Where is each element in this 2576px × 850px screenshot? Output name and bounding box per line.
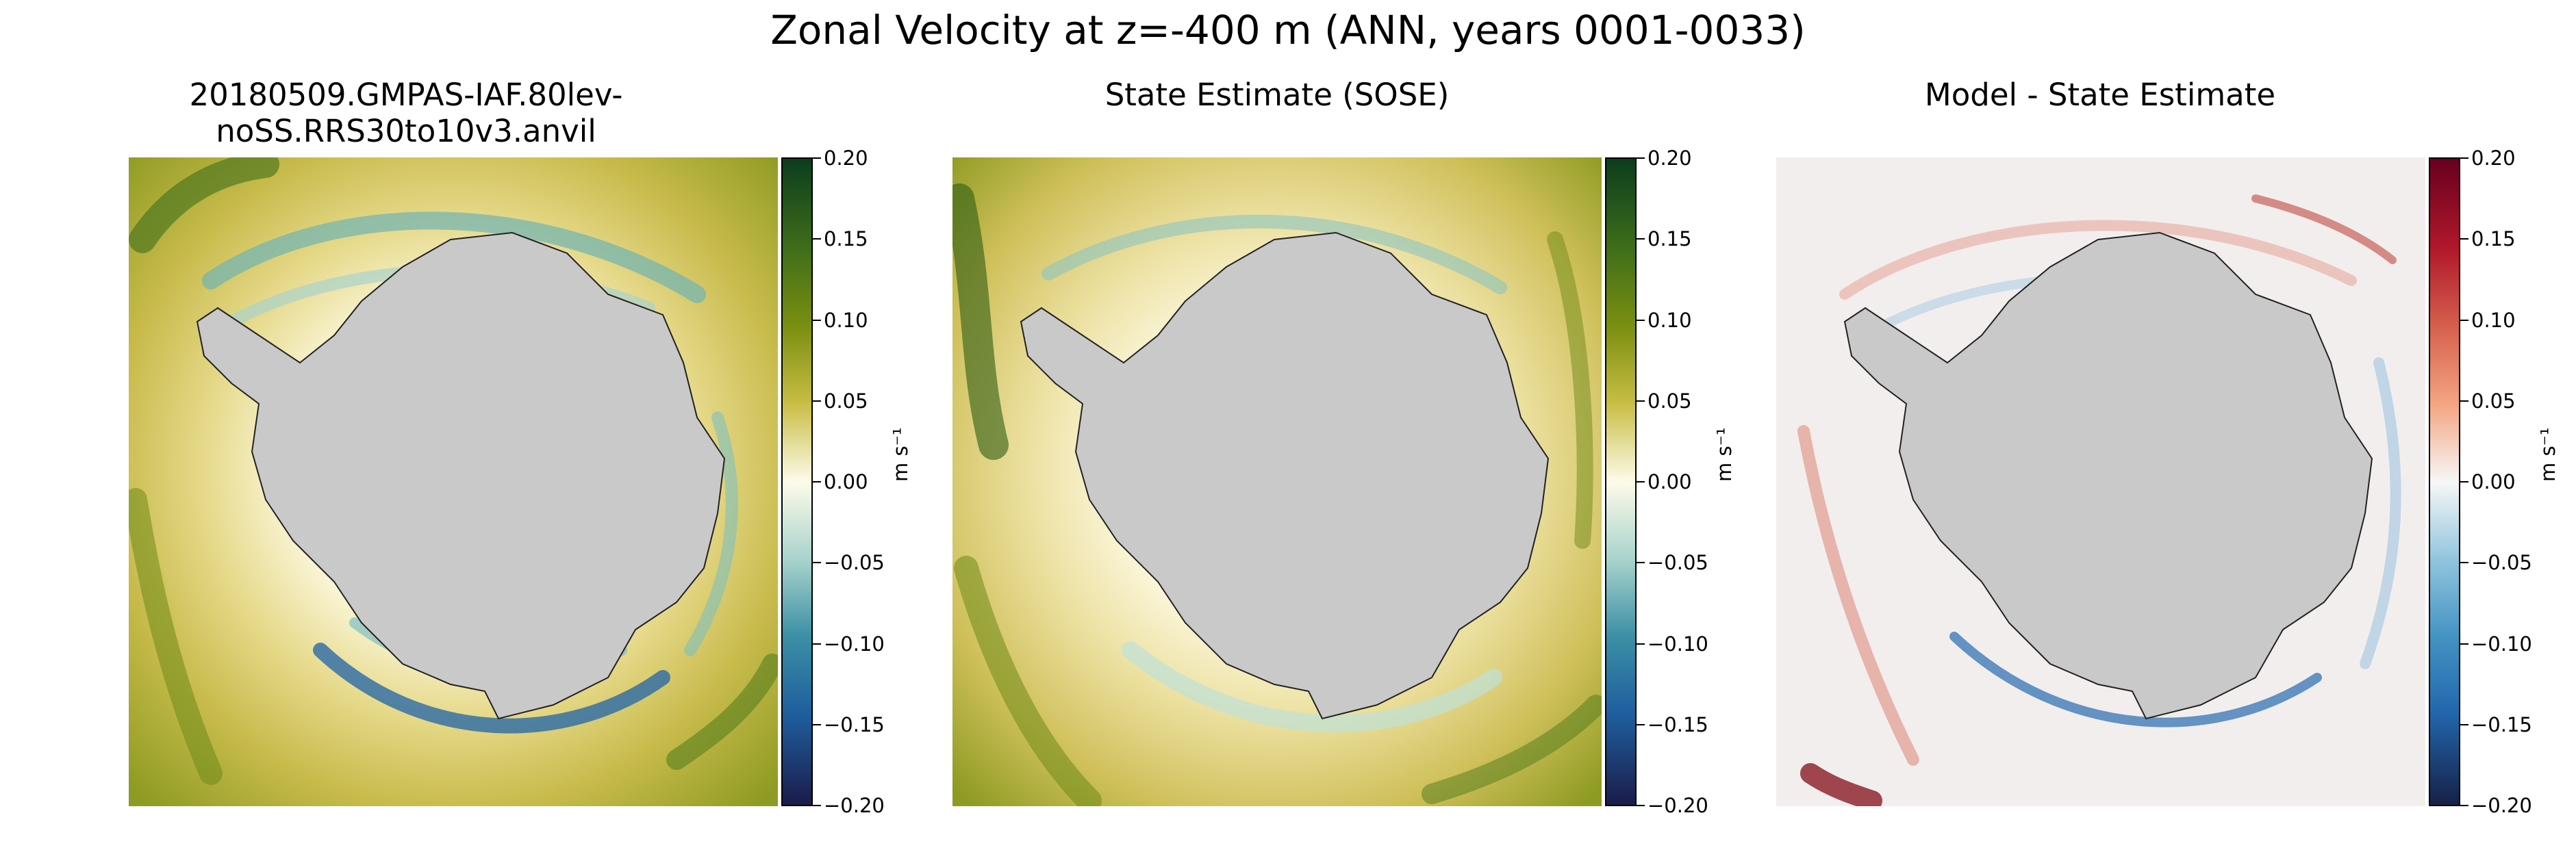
antarctica-land xyxy=(196,231,726,720)
colorbar-tick-label: −0.05 xyxy=(824,551,885,575)
colorbar-model xyxy=(781,157,813,806)
colorbar-tick xyxy=(813,723,821,725)
colorbar-tick xyxy=(2460,562,2468,564)
colorbar-tick-label: −0.20 xyxy=(1647,794,1708,817)
colorbar-tick-label: −0.10 xyxy=(1647,632,1708,656)
colorbar-tick-label: 0.15 xyxy=(2471,227,2516,251)
colorbar-tick xyxy=(813,562,821,564)
colorbar-tick-label: −0.10 xyxy=(2471,632,2532,656)
colorbar-tick-label: −0.20 xyxy=(2471,794,2532,817)
panel-title-diff: Model - State Estimate xyxy=(1924,77,2276,113)
colorbar-tick-label: 0.00 xyxy=(2471,470,2516,493)
map-diff-svg xyxy=(1776,157,2425,806)
colorbar-diff xyxy=(2429,157,2460,806)
colorbar-sose xyxy=(1605,157,1637,806)
colorbar-tick-label: 0.10 xyxy=(824,308,868,332)
colorbar-tick xyxy=(1637,319,1645,321)
map-sose-svg xyxy=(952,157,1602,806)
colorbar-tick-label: −0.05 xyxy=(1647,551,1708,575)
colorbar-tick xyxy=(813,238,821,240)
colorbar-tick-label: 0.20 xyxy=(824,146,868,170)
antarctica-land xyxy=(1843,231,2373,720)
colorbar-tick-label: 0.00 xyxy=(1647,470,1692,493)
colorbar-tick-label: 0.00 xyxy=(824,470,868,493)
colorbar-tick xyxy=(2460,238,2468,240)
colorbar-tick-label: 0.10 xyxy=(2471,308,2516,332)
colorbar-sose-unit: m s⁻¹ xyxy=(1713,427,1736,482)
colorbar-tick xyxy=(1637,400,1645,402)
colorbar-tick xyxy=(2460,643,2468,645)
colorbar-tick-label: 0.20 xyxy=(2471,146,2516,170)
colorbar-tick-label: −0.10 xyxy=(824,632,885,656)
colorbar-tick-label: −0.05 xyxy=(2471,551,2532,575)
colorbar-tick-label: 0.05 xyxy=(1647,389,1692,413)
colorbar-tick xyxy=(1637,643,1645,645)
velocity-streaks xyxy=(952,183,1602,806)
colorbar-diff-unit: m s⁻¹ xyxy=(2536,427,2560,482)
colorbar-tick xyxy=(1637,805,1645,806)
colorbar-tick xyxy=(813,400,821,402)
colorbar-tick-label: −0.20 xyxy=(824,794,885,817)
map-model xyxy=(129,157,778,806)
colorbar-tick xyxy=(1637,562,1645,564)
colorbar-tick-label: −0.15 xyxy=(1647,712,1708,736)
colorbar-tick-label: 0.15 xyxy=(824,227,868,251)
map-model-svg xyxy=(129,157,778,806)
colorbar-tick xyxy=(1637,157,1645,159)
colorbar-tick-label: 0.15 xyxy=(1647,227,1692,251)
colorbar-tick-label: 0.05 xyxy=(2471,389,2516,413)
colorbar-tick xyxy=(2460,723,2468,725)
colorbar-tick xyxy=(1637,481,1645,482)
colorbar-tick-label: 0.20 xyxy=(1647,146,1692,170)
colorbar-tick-label: −0.15 xyxy=(824,712,885,736)
antarctica-land xyxy=(1020,231,1550,720)
colorbar-tick xyxy=(813,157,821,159)
panel-title-sose: State Estimate (SOSE) xyxy=(1104,77,1450,113)
colorbar-tick xyxy=(1637,238,1645,240)
colorbar-tick xyxy=(2460,319,2468,321)
colorbar-tick xyxy=(2460,157,2468,159)
colorbar-tick-label: 0.05 xyxy=(824,389,868,413)
colorbar-tick xyxy=(1637,723,1645,725)
map-diff xyxy=(1776,157,2425,806)
colorbar-tick xyxy=(2460,805,2468,806)
colorbar-tick xyxy=(813,805,821,806)
colorbar-tick xyxy=(813,319,821,321)
panel-title-model: 20180509.GMPAS-IAF.80lev-noSS.RRS30to10v… xyxy=(189,77,623,149)
colorbar-tick xyxy=(2460,481,2468,482)
figure-suptitle: Zonal Velocity at z=-400 m (ANN, years 0… xyxy=(770,7,1806,53)
map-sose xyxy=(952,157,1602,806)
colorbar-tick xyxy=(813,481,821,482)
colorbar-tick xyxy=(813,643,821,645)
colorbar-tick xyxy=(2460,400,2468,402)
colorbar-model-unit: m s⁻¹ xyxy=(889,427,912,482)
colorbar-tick-label: −0.15 xyxy=(2471,712,2532,736)
colorbar-tick-label: 0.10 xyxy=(1647,308,1692,332)
